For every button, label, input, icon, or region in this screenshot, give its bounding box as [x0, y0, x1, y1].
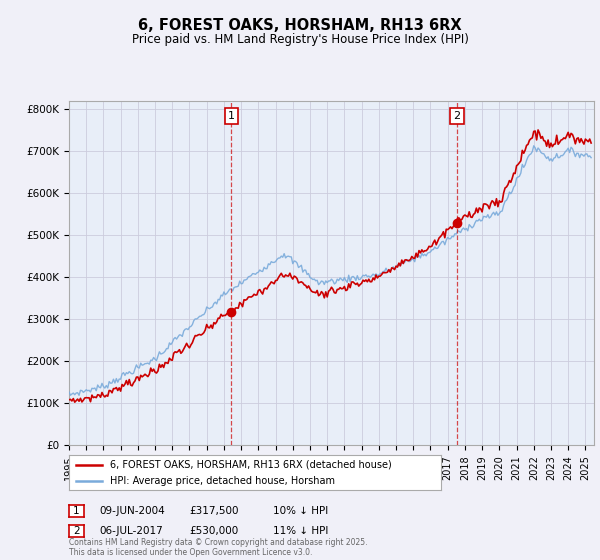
Text: 10% ↓ HPI: 10% ↓ HPI: [273, 506, 328, 516]
Text: 11% ↓ HPI: 11% ↓ HPI: [273, 526, 328, 536]
Text: 6, FOREST OAKS, HORSHAM, RH13 6RX: 6, FOREST OAKS, HORSHAM, RH13 6RX: [138, 18, 462, 32]
Text: 1: 1: [73, 506, 80, 516]
Text: 09-JUN-2004: 09-JUN-2004: [99, 506, 165, 516]
Text: 1: 1: [228, 111, 235, 121]
Text: 6, FOREST OAKS, HORSHAM, RH13 6RX (detached house): 6, FOREST OAKS, HORSHAM, RH13 6RX (detac…: [110, 460, 392, 470]
Text: £317,500: £317,500: [189, 506, 239, 516]
Text: HPI: Average price, detached house, Horsham: HPI: Average price, detached house, Hors…: [110, 475, 335, 486]
Text: £530,000: £530,000: [189, 526, 238, 536]
Text: Price paid vs. HM Land Registry's House Price Index (HPI): Price paid vs. HM Land Registry's House …: [131, 32, 469, 46]
Text: Contains HM Land Registry data © Crown copyright and database right 2025.
This d: Contains HM Land Registry data © Crown c…: [69, 538, 367, 557]
Text: 2: 2: [73, 526, 80, 536]
Text: 06-JUL-2017: 06-JUL-2017: [99, 526, 163, 536]
Text: 2: 2: [453, 111, 460, 121]
